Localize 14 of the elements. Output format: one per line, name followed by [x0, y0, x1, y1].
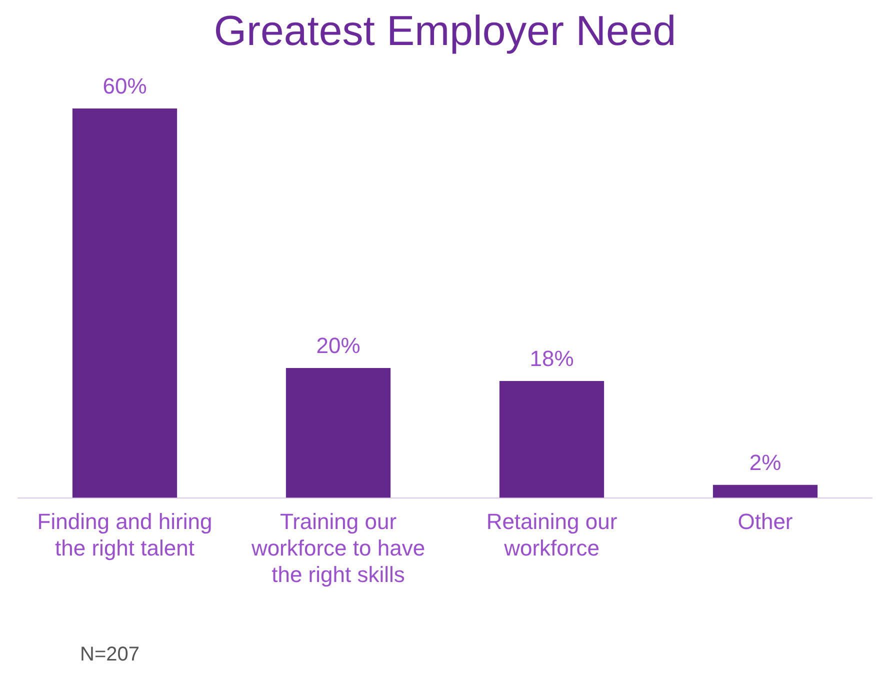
bar: [286, 368, 391, 498]
chart-title: Greatest Employer Need: [214, 6, 676, 54]
data-label: 60%: [102, 73, 147, 98]
bar: [72, 108, 178, 498]
x-tick-label: Other: [738, 509, 793, 534]
data-label: 18%: [530, 346, 574, 372]
data-label: 20%: [316, 333, 360, 358]
bar: [712, 484, 818, 498]
x-tick-label: Finding and hiring the right talent: [37, 509, 212, 560]
data-label: 2%: [749, 450, 782, 475]
x-tick-label: Training our workforce to have the right skills: [250, 509, 426, 587]
bar: [499, 380, 604, 498]
x-tick-label: Retaining our workforce: [486, 509, 618, 560]
text: N=207: [80, 644, 140, 666]
